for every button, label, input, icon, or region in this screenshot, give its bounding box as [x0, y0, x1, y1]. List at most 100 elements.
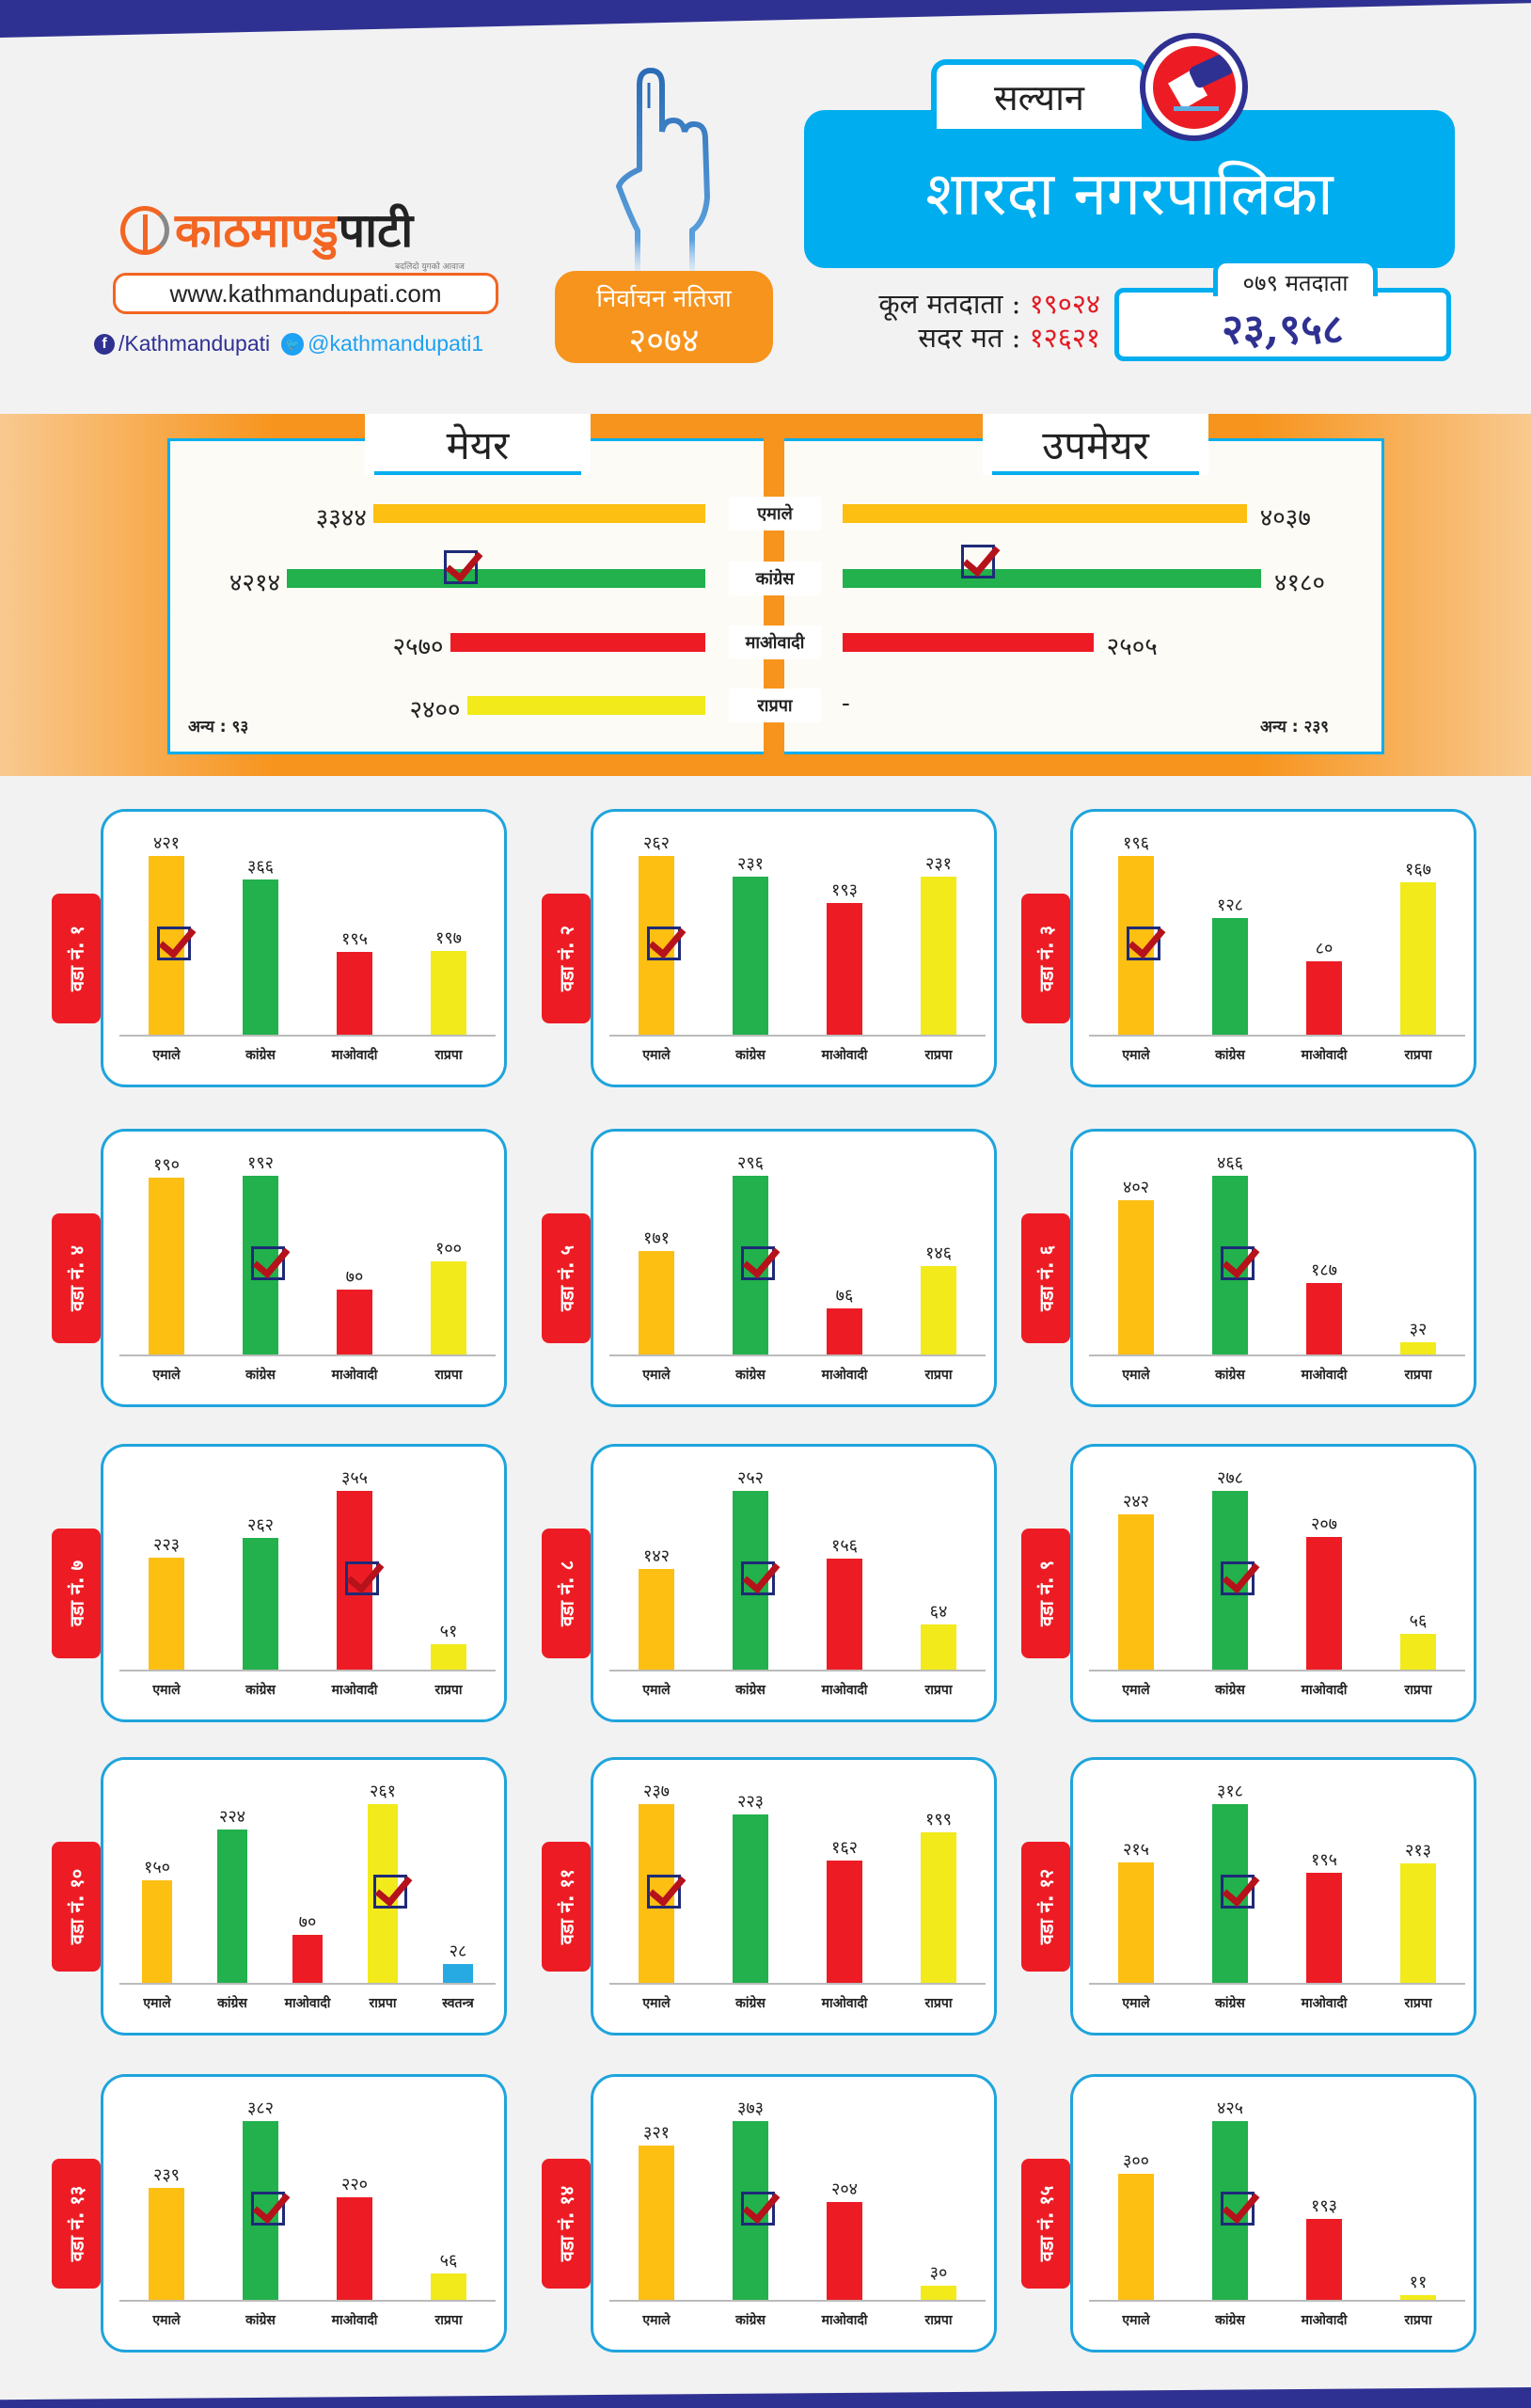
ward-category-label: राप्रपा: [369, 1996, 397, 2011]
voters-079-value: २३,९५८: [1222, 306, 1344, 354]
ward-category-label: एमाले: [143, 1996, 171, 2011]
ward-category-label: एमाले: [642, 1048, 671, 1063]
ward-value-label: २९६: [736, 1153, 765, 1173]
ward-bar: [733, 1814, 768, 1983]
x-axis-line: [1089, 1035, 1465, 1037]
ward-category-label: राप्रपा: [434, 1683, 463, 1698]
ward-number-tab: वडा नं. ५: [542, 1213, 591, 1343]
winner-check-icon: [157, 927, 191, 960]
ward-category-label: माओवादी: [821, 2313, 868, 2328]
social-links: f/Kathmandupati 🐦 @kathmandupati1: [94, 331, 536, 356]
kathmandupati-logo: काठमाण्डुपाटी: [120, 198, 497, 263]
ward-category-label: माओवादी: [1301, 2313, 1348, 2328]
winner-check-icon: [1221, 1246, 1255, 1280]
x-axis-line: [609, 1354, 986, 1356]
ward-value-label: २०४: [830, 2179, 859, 2200]
ward-bar: [1400, 1862, 1436, 1983]
ward-bar: [1306, 961, 1342, 1035]
winner-check-icon: [444, 550, 478, 584]
facebook-link[interactable]: f/Kathmandupati: [94, 331, 270, 356]
ward-value-label: १६७: [1404, 860, 1432, 880]
x-axis-line: [1089, 1983, 1465, 1985]
mayor-title: मेयर: [365, 414, 591, 475]
ward-value-label: १४२: [642, 1545, 671, 1566]
ward-bar: [1212, 917, 1248, 1035]
ward-bar: [827, 2202, 862, 2300]
ward-value-label: २३१: [924, 854, 953, 875]
ward-bar: [1118, 1513, 1154, 1670]
ward-category-label: माओवादी: [821, 1048, 868, 1063]
facebook-icon: f: [94, 333, 115, 355]
winner-check-icon: [647, 1875, 681, 1909]
ward-category-label: राप्रपा: [1404, 2313, 1432, 2328]
municipality-banner: [804, 110, 1455, 268]
ward-value-label: ६४: [929, 1601, 948, 1622]
ward-category-label: माओवादी: [821, 1683, 868, 1698]
mayor-value-label: २५७०: [392, 633, 444, 661]
top-banner-stripe: [0, 0, 1531, 38]
x-axis-line: [119, 1035, 496, 1037]
ward-value-label: १५०: [143, 1857, 171, 1877]
ward-value-label: १९५: [1310, 1850, 1338, 1871]
ward-number-tab: वडा नं. ९: [1021, 1529, 1070, 1658]
ward-number-tab: वडा नं. १५: [1021, 2159, 1070, 2289]
ward-bar: [292, 1935, 323, 1983]
ward-value-label: २८: [449, 1941, 467, 1961]
winner-check-icon: [647, 927, 681, 960]
ward-value-label: २५२: [736, 1468, 765, 1488]
ward-category-label: माओवादी: [1301, 1996, 1348, 2011]
winner-check-icon: [741, 1246, 775, 1280]
ward-value-label: ३८२: [246, 2099, 275, 2118]
mayor-value-label: ३३४४: [315, 504, 367, 532]
ward-bar: [827, 903, 862, 1035]
ward-value-label: ५१: [439, 1621, 458, 1641]
twitter-link[interactable]: 🐦 @kathmandupati1: [281, 331, 483, 356]
ward-category-label: राप्रपा: [1404, 1048, 1432, 1063]
x-axis-line: [1089, 2300, 1465, 2302]
logo-text-dark: पाटी: [338, 203, 414, 258]
ward-number-tab: वडा नं. १०: [52, 1842, 101, 1972]
ward-bar: [431, 1261, 466, 1354]
ward-category-label: कांग्रेस: [245, 2313, 276, 2328]
valid-votes-value: १२६२१: [1029, 322, 1100, 355]
ward-bar: [337, 1289, 372, 1354]
ward-category-label: एमाले: [1122, 1048, 1150, 1063]
ward-bar: [1400, 2295, 1436, 2300]
ward-value-label: १९०: [152, 1154, 181, 1175]
ward-category-label: एमाले: [152, 1048, 181, 1063]
ward-bar: [142, 1879, 172, 1983]
ward-value-label: २१३: [1404, 1840, 1432, 1861]
ward-bar: [733, 877, 768, 1035]
ward-bar: [1118, 1200, 1154, 1354]
ward-bar: [1306, 2218, 1342, 2300]
ward-category-label: कांग्रेस: [735, 1048, 766, 1063]
ward-value-label: १९३: [1310, 2195, 1338, 2216]
ward-category-label: कांग्रेस: [735, 1683, 766, 1698]
party-label: माओवादी: [729, 626, 821, 659]
ward-value-label: ५६: [1409, 1610, 1428, 1631]
ward-category-label: माओवादी: [1301, 1683, 1348, 1698]
website-link[interactable]: www.kathmandupati.com: [113, 273, 498, 314]
ward-bar: [921, 1266, 956, 1354]
ward-category-label: राप्रपा: [434, 1048, 463, 1063]
ward-number-tab: वडा नं. १४: [542, 2159, 591, 2289]
ward-value-label: ३७३: [736, 2099, 765, 2118]
ward-value-label: १९३: [830, 880, 859, 901]
ward-bar: [827, 1559, 862, 1670]
ward-bar: [149, 1177, 184, 1354]
district-label: सल्यान: [931, 59, 1147, 129]
ward-value-label: ३००: [1122, 2150, 1150, 2171]
twitter-handle: @kathmandupati1: [308, 331, 484, 356]
ward-number-label: वडा नं. ८: [555, 1560, 578, 1627]
ward-value-label: २०७: [1310, 1513, 1338, 1534]
ward-number-label: वडा नं. २: [555, 925, 578, 992]
ward-number-tab: वडा नं. ११: [542, 1842, 591, 1972]
deputy-value-label: ४१८०: [1274, 569, 1326, 597]
ward-bar: [1400, 1341, 1436, 1354]
ward-bar: [1306, 1873, 1342, 1983]
logo-text-orange: काठमाण्डु: [175, 203, 339, 258]
ward-value-label: २४२: [1122, 1491, 1150, 1512]
logo-tagline: बदलिदो युगको आवाज: [395, 262, 465, 272]
ward-value-label: २२३: [736, 1792, 765, 1813]
ward-category-label: राप्रपा: [434, 1368, 463, 1383]
